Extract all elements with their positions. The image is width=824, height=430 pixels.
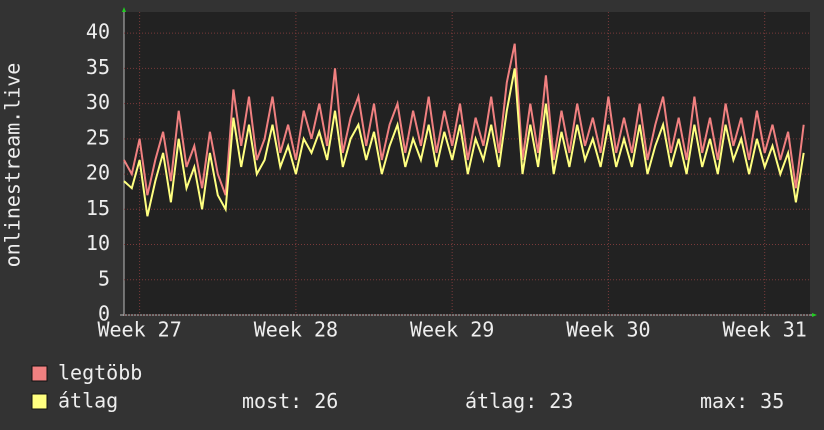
x-tick-label: Week 27 (97, 318, 181, 342)
y-tick-label: 25 (86, 125, 110, 149)
series-line (123, 43, 805, 196)
y-tick-label: 30 (86, 90, 110, 114)
stat: átlag: 23 (465, 389, 573, 413)
y-tick-label: 0 (98, 302, 110, 326)
legend-swatch (31, 365, 48, 382)
y-tick-label: 15 (86, 196, 110, 220)
legend-swatch (31, 393, 48, 410)
stat-label: most: (242, 389, 302, 413)
x-tick-label: Week 29 (410, 318, 494, 342)
x-tick-label: Week 31 (723, 318, 807, 342)
y-tick-label: 20 (86, 161, 110, 185)
stat: max: 35 (700, 389, 784, 413)
axis-arrow (122, 7, 126, 12)
y-axis-title: onlinestream.live (1, 63, 25, 268)
series-line (123, 68, 805, 217)
axis-arrow (812, 313, 817, 317)
stat-value: 23 (549, 389, 573, 413)
stat-value: 26 (314, 389, 338, 413)
stat-label: max: (700, 389, 748, 413)
legend-label: legtöbb (58, 361, 142, 385)
stat: most: 26 (242, 389, 338, 413)
x-tick-label: Week 30 (566, 318, 650, 342)
stat-label: átlag: (465, 389, 537, 413)
y-tick-label: 10 (86, 231, 110, 255)
y-tick-label: 5 (98, 266, 110, 290)
legend-label: átlag (58, 389, 118, 413)
stat-value: 35 (760, 389, 784, 413)
y-tick-label: 40 (86, 20, 110, 44)
y-tick-label: 35 (86, 55, 110, 79)
x-tick-label: Week 28 (254, 318, 338, 342)
